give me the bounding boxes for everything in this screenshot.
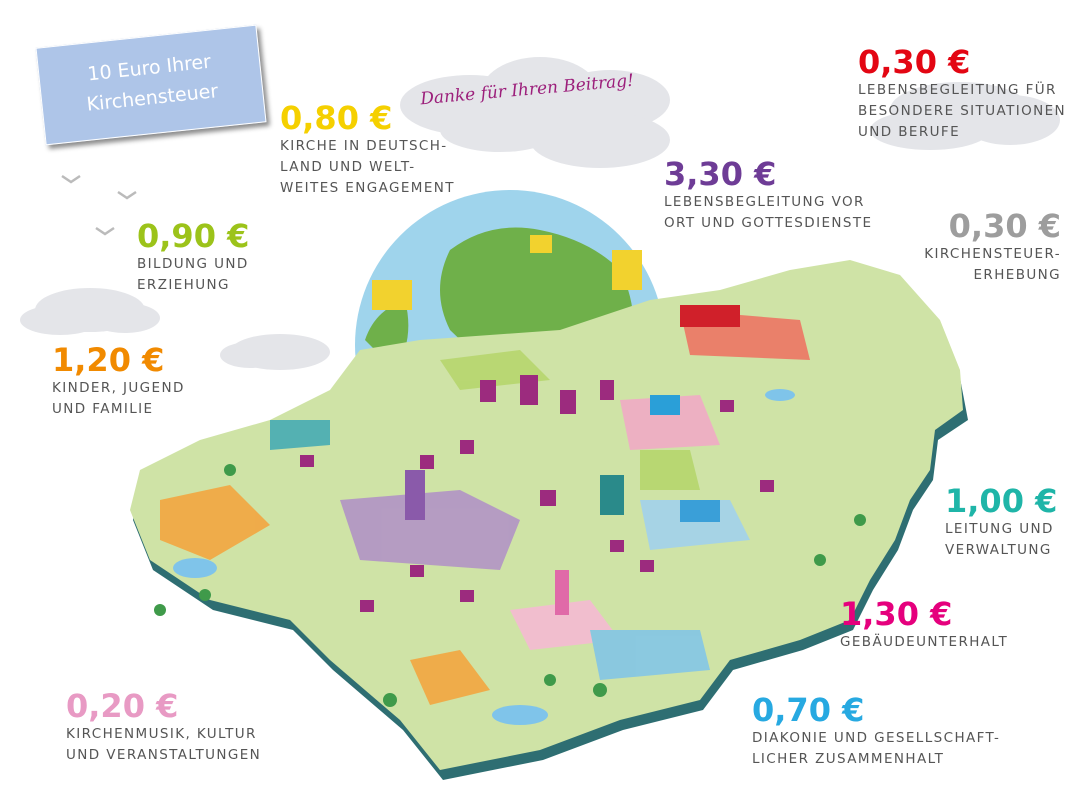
amount: 1,30 € — [840, 595, 953, 633]
description: BILDUNG UND ERZIEHUNG — [137, 256, 249, 293]
description: LEITUNG UND VERWALTUNG — [945, 521, 1054, 558]
amount: 0,30 € — [858, 43, 971, 81]
description: KIRCHENSTEUER- ERHEBUNG — [924, 246, 1061, 283]
clouds — [20, 57, 1060, 370]
trees — [154, 464, 866, 707]
description: KINDER, JUGEND UND FAMILIE — [52, 380, 185, 417]
amount: 1,20 € — [52, 341, 165, 379]
amount: 1,00 € — [945, 482, 1058, 520]
amount: 0,80 € — [280, 99, 393, 137]
item-diakonie: 0,70 € DIAKONIE UND GESELLSCHAFT- LICHER… — [752, 692, 1000, 770]
church-icons — [372, 235, 642, 310]
birds — [61, 174, 137, 236]
item-kirche-deutschland: 0,80 € KIRCHE IN DEUTSCH- LAND UND WELT-… — [280, 100, 455, 199]
item-kinder-jugend: 1,20 € KINDER, JUGEND UND FAMILIE — [52, 342, 185, 420]
item-besondere-situationen: 0,30 € LEBENSBEGLEITUNG FÜR BESONDERE SI… — [858, 44, 1066, 143]
description: GEBÄUDEUNTERHALT — [840, 634, 1009, 650]
item-gebaeudeunterhalt: 1,30 € GEBÄUDEUNTERHALT — [840, 596, 1008, 653]
amount: 0,20 € — [66, 687, 179, 725]
map-land — [130, 260, 963, 770]
houses — [300, 305, 774, 615]
title-text: 10 Euro Ihrer Kirchensteuer — [85, 50, 220, 116]
amount: 0,90 € — [137, 217, 250, 255]
amount: 0,30 € — [948, 207, 1061, 245]
item-lebensbegleitung-vor-ort: 3,30 € LEBENSBEGLEITUNG VOR ORT UND GOTT… — [664, 156, 872, 234]
description: KIRCHE IN DEUTSCH- LAND UND WELT- WEITES… — [280, 138, 455, 196]
description: DIAKONIE UND GESELLSCHAFT- LICHER ZUSAMM… — [752, 730, 1001, 767]
item-bildung: 0,90 € BILDUNG UND ERZIEHUNG — [137, 218, 249, 296]
water — [173, 389, 795, 725]
description: LEBENSBEGLEITUNG VOR ORT UND GOTTESDIENS… — [664, 194, 873, 231]
description: KIRCHENMUSIK, KULTUR UND VERANSTALTUNGEN — [66, 726, 262, 763]
item-kirchenmusik: 0,20 € KIRCHENMUSIK, KULTUR UND VERANSTA… — [66, 688, 261, 766]
amount: 0,70 € — [752, 691, 865, 729]
amount: 3,30 € — [664, 155, 777, 193]
item-kirchensteuererhebung: 0,30 € KIRCHENSTEUER- ERHEBUNG — [924, 208, 1061, 286]
districts — [160, 310, 810, 705]
description: LEBENSBEGLEITUNG FÜR BESONDERE SITUATION… — [858, 82, 1067, 140]
item-leitung-verwaltung: 1,00 € LEITUNG UND VERWALTUNG — [945, 483, 1057, 561]
